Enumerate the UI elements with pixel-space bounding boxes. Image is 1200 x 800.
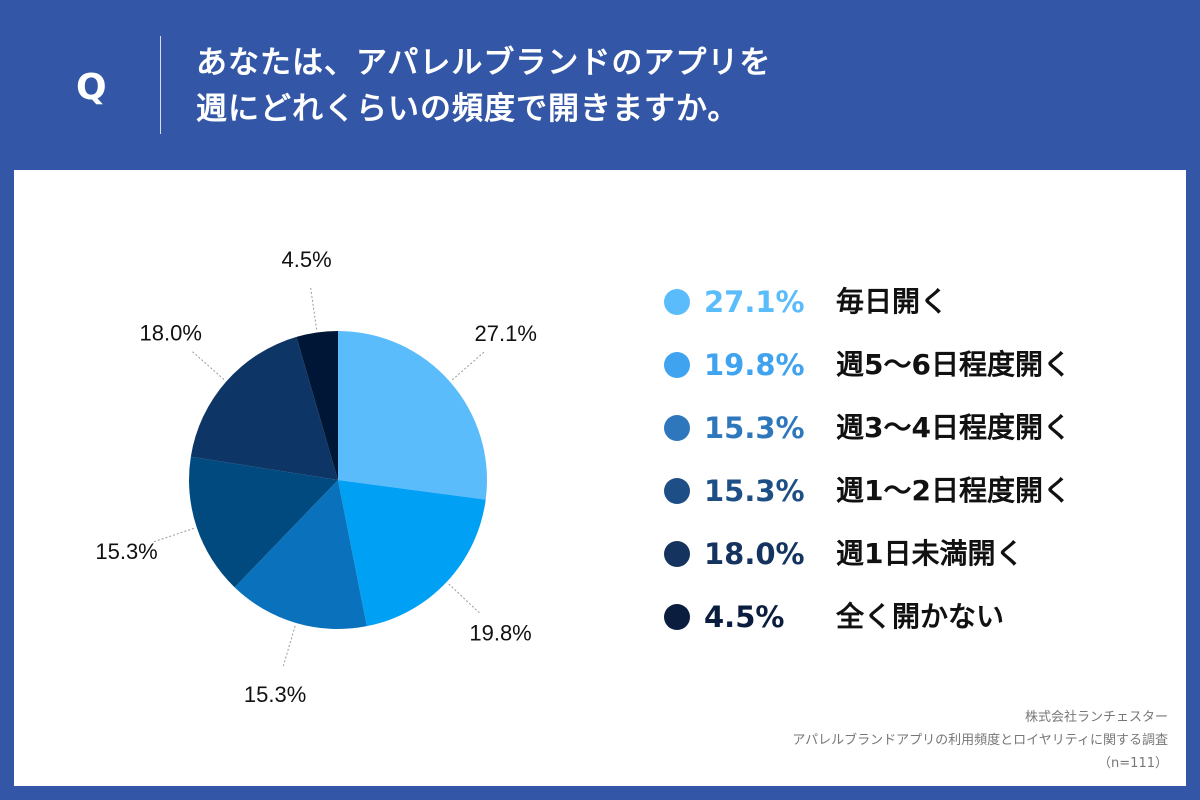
chart-panel: 27.1% 19.8% 15.3% 15.3% 18.0% 4.5% 27.1% 毎日開く 1… xyxy=(14,170,1186,786)
legend-label: 毎日開く xyxy=(836,285,949,318)
legend-percent: 19.8% xyxy=(704,348,805,382)
q-mark: Q xyxy=(76,67,107,108)
pie-leader-line-5 xyxy=(191,350,225,380)
pie-slice-6 xyxy=(296,331,338,480)
question-text: あなたは、アパレルブランドのアプリを 週にどれくらいの頻度で開きますか。 xyxy=(196,40,771,132)
source-survey-title: アパレルブランドアプリの利用頻度とロイヤリティに関する調査 xyxy=(792,733,1168,748)
legend-percent: 27.1% xyxy=(704,285,805,319)
pie-leader-line-2 xyxy=(448,583,481,614)
legend-label: 週3〜4日程度開く xyxy=(836,411,1071,444)
pie-value-label-1: 27.1% xyxy=(475,321,537,346)
pie-leader-line-1 xyxy=(452,351,486,381)
legend-swatch xyxy=(664,415,690,441)
legend-label: 週1日未満開く xyxy=(836,537,1024,570)
legend-swatch xyxy=(664,478,690,504)
pie-leader-line-6 xyxy=(310,286,318,330)
pie-leader-line-4 xyxy=(152,527,195,543)
pie-slice-2 xyxy=(338,480,486,627)
legend-swatch xyxy=(664,604,690,630)
pie-value-label-3: 15.3% xyxy=(244,682,306,707)
legend-label: 週1〜2日程度開く xyxy=(836,474,1071,507)
pie-chart: 27.1% 19.8% 15.3% 15.3% 18.0% 4.5% xyxy=(95,247,537,707)
source-sample-size: （n=111） xyxy=(1098,756,1168,771)
pie-slice-4 xyxy=(188,456,338,588)
legend-percent: 15.3% xyxy=(704,411,805,445)
legend-swatch xyxy=(664,352,690,378)
legend-percent: 18.0% xyxy=(704,537,805,571)
pie-slice-1 xyxy=(338,331,487,500)
pie-leader-line-3 xyxy=(282,625,296,668)
legend-percent: 15.3% xyxy=(704,474,805,508)
pie-slice-3 xyxy=(234,480,367,629)
legend-label: 全く開かない xyxy=(836,600,1005,633)
question-line-2: 週にどれくらいの頻度で開きますか。 xyxy=(196,91,740,127)
pie-value-label-5: 18.0% xyxy=(140,321,202,346)
legend-label: 週5〜6日程度開く xyxy=(836,348,1071,381)
pie-value-label-6: 4.5% xyxy=(282,247,332,272)
source-company: 株式会社ランチェスター xyxy=(1024,710,1168,725)
pie-value-label-4: 15.3% xyxy=(95,539,157,564)
pie-value-label-2: 19.8% xyxy=(469,621,531,646)
pie-slice-5 xyxy=(190,336,338,480)
question-line-1: あなたは、アパレルブランドのアプリを xyxy=(196,45,772,81)
legend-swatch xyxy=(664,541,690,567)
question-header: Q あなたは、アパレルブランドのアプリを 週にどれくらいの頻度で開きますか。 xyxy=(0,0,1200,170)
legend-swatch xyxy=(664,289,690,315)
legend-percent: 4.5% xyxy=(704,600,785,634)
source-note: 株式会社ランチェスター アパレルブランドアプリの利用頻度とロイヤリティに関する調… xyxy=(792,706,1168,775)
header-divider xyxy=(160,36,161,134)
